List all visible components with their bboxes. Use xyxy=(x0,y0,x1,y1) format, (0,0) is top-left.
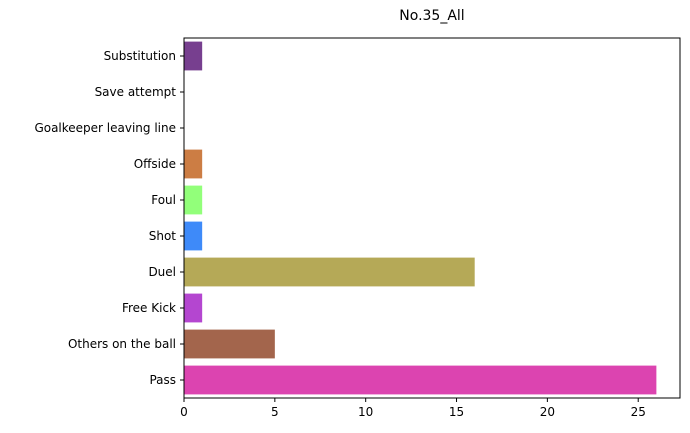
y-tick-label-goalkeeper-leaving-line: Goalkeeper leaving line xyxy=(34,121,176,135)
x-tick-label-25: 25 xyxy=(631,405,646,419)
bar-free-kick xyxy=(184,293,203,323)
bar-duel xyxy=(184,257,475,287)
x-tick-label-5: 5 xyxy=(271,405,279,419)
x-tick-label-0: 0 xyxy=(180,405,188,419)
bar-foul xyxy=(184,185,203,215)
bar-shot xyxy=(184,221,203,251)
x-tick-label-20: 20 xyxy=(540,405,555,419)
chart-title: No.35_All xyxy=(399,8,464,24)
y-axis-ticks: Pass Others on the ball Free Kick Duel Shot F… xyxy=(34,49,184,387)
y-tick-label-foul: Foul xyxy=(151,193,176,207)
y-tick-label-substitution: Substitution xyxy=(104,49,176,63)
y-tick-label-offside: Offside xyxy=(134,157,176,171)
bar-others-on-the-ball xyxy=(184,329,275,359)
bar-offside xyxy=(184,149,203,179)
x-tick-label-15: 15 xyxy=(449,405,464,419)
bar-substitution xyxy=(184,41,203,71)
x-axis-ticks: 0 5 10 15 20 25 xyxy=(180,398,646,419)
y-tick-label-shot: Shot xyxy=(149,229,177,243)
bars-group xyxy=(184,41,657,395)
y-tick-label-duel: Duel xyxy=(148,265,176,279)
bar-pass xyxy=(184,365,657,395)
plot-frame xyxy=(183,37,681,399)
y-tick-label-others-on-the-ball: Others on the ball xyxy=(68,337,176,351)
y-tick-label-save-attempt: Save attempt xyxy=(95,85,177,99)
y-tick-label-pass: Pass xyxy=(149,373,176,387)
x-tick-label-10: 10 xyxy=(358,405,373,419)
y-tick-label-free-kick: Free Kick xyxy=(122,301,176,315)
